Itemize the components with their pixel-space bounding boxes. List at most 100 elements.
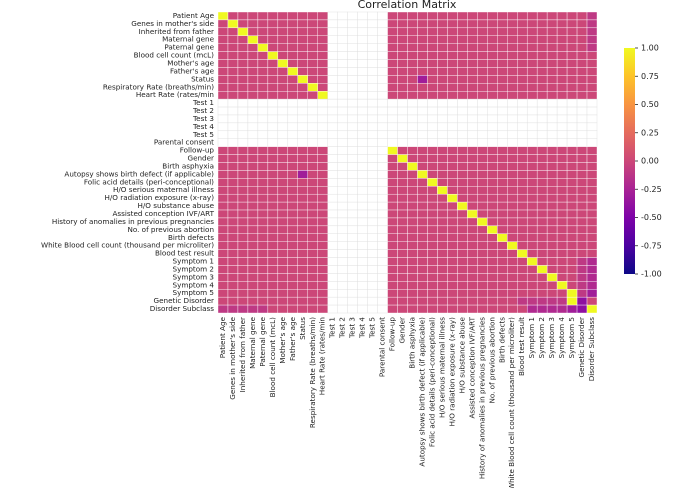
heatmap-cell xyxy=(247,162,259,171)
heatmap-cell xyxy=(526,138,538,147)
heatmap-cell xyxy=(387,59,398,68)
heatmap-cell xyxy=(287,43,298,52)
heatmap-cell xyxy=(437,257,448,266)
heatmap-cell xyxy=(347,75,358,84)
heatmap-cell xyxy=(267,91,279,100)
heatmap-cell xyxy=(357,122,368,132)
heatmap-cell xyxy=(457,296,468,306)
heatmap-cell xyxy=(477,193,488,203)
heatmap-cell xyxy=(407,122,418,132)
heatmap-cell xyxy=(536,233,548,242)
heatmap-cell xyxy=(257,241,269,250)
heatmap-cell xyxy=(447,193,458,203)
heatmap-cell xyxy=(387,75,398,84)
heatmap-cell xyxy=(317,75,328,84)
heatmap-cell xyxy=(536,11,548,21)
heatmap-cell xyxy=(347,43,358,52)
heatmap-cell xyxy=(257,225,269,234)
heatmap-cell xyxy=(347,154,358,163)
heatmap-cell xyxy=(566,193,578,203)
heatmap-cell xyxy=(437,51,448,60)
heatmap-cell xyxy=(227,59,239,68)
heatmap-cell xyxy=(287,296,298,306)
x-tick-label: Symptom 3 xyxy=(547,317,556,358)
heatmap-cell xyxy=(556,233,568,242)
heatmap-cell xyxy=(327,83,338,92)
heatmap-cell xyxy=(337,43,348,52)
heatmap-cell xyxy=(566,83,578,92)
heatmap-cell xyxy=(447,83,458,92)
heatmap-cell xyxy=(277,43,289,52)
heatmap-cell xyxy=(417,304,428,314)
heatmap-cell xyxy=(457,138,468,147)
heatmap-cell xyxy=(477,186,488,195)
heatmap-cell xyxy=(267,304,279,314)
heatmap-cell xyxy=(517,273,528,282)
heatmap-cell xyxy=(576,273,588,282)
heatmap-cell xyxy=(337,154,348,163)
heatmap-cell xyxy=(556,130,568,139)
heatmap-cell xyxy=(497,138,508,147)
heatmap-cell xyxy=(337,249,348,258)
heatmap-cell xyxy=(526,98,538,108)
heatmap-cell xyxy=(237,201,249,211)
heatmap-cell xyxy=(237,233,249,242)
heatmap-cell xyxy=(217,27,229,36)
heatmap-cell xyxy=(507,304,518,314)
heatmap-cell xyxy=(437,265,448,274)
heatmap-cell xyxy=(447,249,458,258)
heatmap-cell xyxy=(536,146,548,155)
heatmap-cell xyxy=(237,217,249,227)
heatmap-cell xyxy=(347,249,358,258)
heatmap-cell xyxy=(576,43,588,52)
heatmap-cell xyxy=(507,170,518,179)
heatmap-cell xyxy=(566,281,578,290)
heatmap-cell xyxy=(297,138,308,147)
heatmap-cell xyxy=(257,178,269,187)
heatmap-cell xyxy=(397,257,408,266)
heatmap-cell xyxy=(277,19,289,29)
heatmap-cell xyxy=(427,122,438,132)
heatmap-cell xyxy=(546,35,558,44)
heatmap-cell xyxy=(387,19,398,29)
colorbar xyxy=(624,48,635,274)
heatmap-cell xyxy=(397,265,408,274)
heatmap-cell xyxy=(347,241,358,250)
heatmap-cell xyxy=(556,75,568,84)
heatmap-cell xyxy=(457,154,468,163)
heatmap-cell xyxy=(427,59,438,68)
heatmap-cell xyxy=(497,83,508,92)
heatmap-cell xyxy=(517,43,528,52)
heatmap-cell xyxy=(546,75,558,84)
heatmap-cell xyxy=(397,201,408,211)
heatmap-cell xyxy=(337,122,348,132)
y-tick-label: Test 1 xyxy=(192,98,214,107)
heatmap-cell xyxy=(487,75,498,84)
heatmap-cell xyxy=(297,178,308,187)
heatmap-cell xyxy=(247,146,259,155)
heatmap-cell xyxy=(247,217,259,227)
heatmap-cell xyxy=(497,51,508,60)
heatmap-cell xyxy=(357,91,368,100)
heatmap-cell xyxy=(307,209,318,219)
heatmap-cell xyxy=(327,273,338,282)
heatmap-cell xyxy=(447,281,458,290)
heatmap-cell xyxy=(317,43,328,52)
y-tick-label: Mother's age xyxy=(167,58,214,67)
heatmap-cell xyxy=(327,265,338,274)
heatmap-cell xyxy=(297,289,308,298)
heatmap-cell xyxy=(307,217,318,227)
heatmap-cell xyxy=(377,51,388,60)
y-tick-label: Symptom 4 xyxy=(173,280,215,289)
heatmap-cell xyxy=(267,178,279,187)
heatmap-cell xyxy=(317,67,328,76)
heatmap-cell xyxy=(337,304,348,314)
heatmap-cell xyxy=(457,249,468,258)
heatmap-cell xyxy=(347,170,358,179)
heatmap-cell xyxy=(417,19,428,29)
heatmap-cell xyxy=(407,19,418,29)
x-tick-label: Folic acid details (peri-conceptional) xyxy=(427,317,436,447)
heatmap-cell xyxy=(576,217,588,227)
heatmap-cell xyxy=(467,19,478,29)
y-tick-label: Test 5 xyxy=(192,130,214,139)
